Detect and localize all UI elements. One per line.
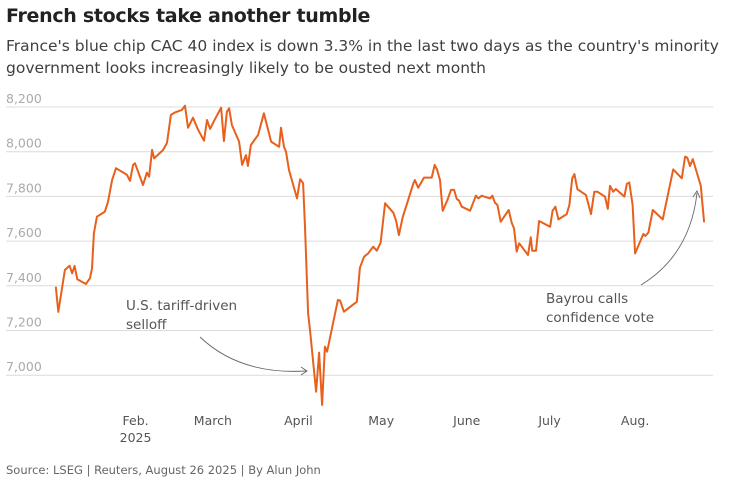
series-line-cac40 xyxy=(54,104,706,406)
x-tick-label: March xyxy=(194,413,232,428)
annotation-arrow-bayrou xyxy=(640,192,698,286)
y-tick-label: 7,400 xyxy=(6,270,42,285)
annotation-bayrou: Bayrou calls confidence vote xyxy=(546,291,654,326)
y-tick-label: 7,000 xyxy=(6,359,42,374)
x-tick-label: April xyxy=(284,413,313,428)
y-tick-label: 7,600 xyxy=(6,225,42,240)
x-axis: Feb. 2025 March April May June July Aug. xyxy=(120,413,650,445)
annotation-arrow-selloff xyxy=(199,336,307,372)
x-tick-label: May xyxy=(368,413,394,428)
x-tick-sublabel: 2025 xyxy=(120,430,152,445)
x-tick-label: July xyxy=(537,413,561,428)
arrowhead-icon xyxy=(300,366,308,376)
annotation-selloff: U.S. tariff-driven selloff xyxy=(126,298,241,333)
x-tick-label: June xyxy=(452,413,481,428)
source-note: Source: LSEG | Reuters, August 26 2025 |… xyxy=(6,463,321,477)
x-tick-label: Feb. xyxy=(123,413,149,428)
y-tick-label: 7,800 xyxy=(6,180,42,195)
y-tick-label: 8,000 xyxy=(6,136,42,151)
y-tick-label: 8,200 xyxy=(6,91,42,106)
chart-subtitle: France's blue chip CAC 40 index is down … xyxy=(6,37,719,77)
x-tick-label: Aug. xyxy=(621,413,649,428)
chart-title: French stocks take another tumble xyxy=(6,5,371,27)
gridlines xyxy=(6,106,713,376)
arrowhead-icon xyxy=(692,190,701,199)
y-axis: 7,000 7,200 7,400 7,600 7,800 8,000 8,200 xyxy=(6,91,42,374)
y-tick-label: 7,200 xyxy=(6,315,42,330)
